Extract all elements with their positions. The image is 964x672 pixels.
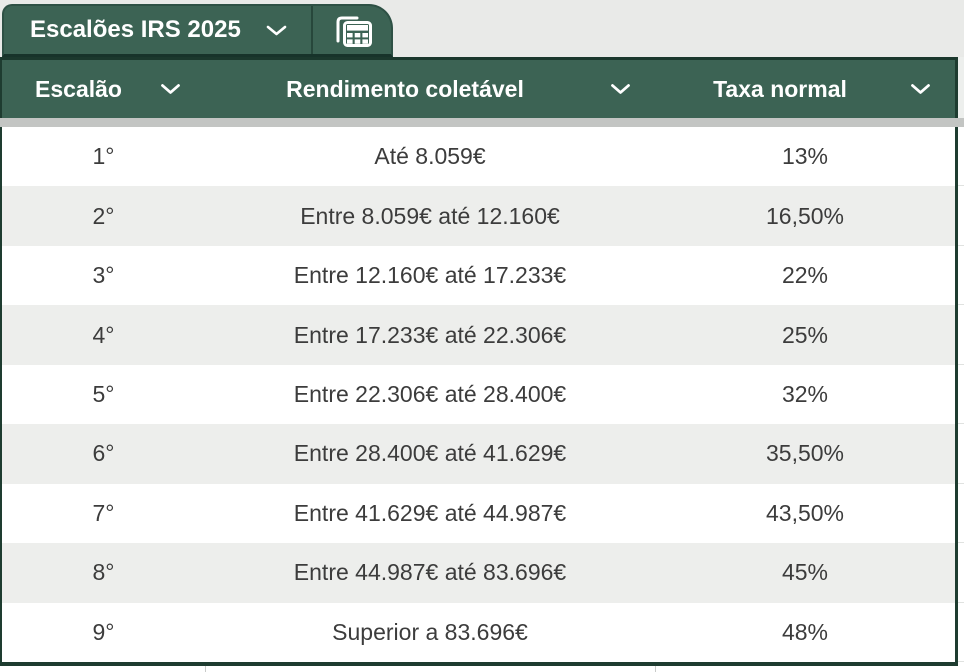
- table-row: 5° Entre 22.306€ até 28.400€ 32%: [2, 364, 955, 425]
- cell-rendimento[interactable]: Entre 44.987€ até 83.696€: [293, 559, 567, 586]
- sheet-column-gridline: [205, 666, 206, 672]
- cell-rendimento[interactable]: Superior a 83.696€: [332, 618, 528, 645]
- table-options-button[interactable]: [313, 6, 391, 54]
- cell-escalao[interactable]: 1°: [92, 143, 115, 170]
- column-header-taxa[interactable]: Taxa normal: [655, 60, 955, 118]
- cell-taxa[interactable]: 13%: [781, 143, 829, 170]
- cell-escalao[interactable]: 5°: [92, 380, 115, 407]
- column-header-label: Rendimento coletável: [286, 75, 524, 102]
- chevron-down-icon[interactable]: [610, 83, 631, 95]
- table-rows: 1° Até 8.059€ 13% 2° Entre 8.059€ até 12…: [0, 127, 958, 662]
- table-row: 7° Entre 41.629€ até 44.987€ 43,50%: [2, 483, 955, 544]
- cell-rendimento[interactable]: Entre 12.160€ até 17.233€: [293, 262, 567, 289]
- cell-rendimento[interactable]: Entre 28.400€ até 41.629€: [293, 440, 567, 467]
- table-icon: [336, 16, 372, 47]
- table-row: 2° Entre 8.059€ até 12.160€ 16,50%: [2, 186, 955, 246]
- table-row: 3° Entre 12.160€ até 17.233€ 22%: [2, 245, 955, 306]
- sheet-gridlines-bottom: [0, 666, 964, 672]
- cell-escalao[interactable]: 2°: [92, 202, 115, 229]
- cell-taxa[interactable]: 43,50%: [765, 499, 844, 526]
- table-row: 6° Entre 28.400€ até 41.629€ 35,50%: [2, 424, 955, 484]
- column-header-label: Taxa normal: [713, 75, 847, 102]
- chevron-down-icon[interactable]: [910, 83, 931, 95]
- cell-escalao[interactable]: 4°: [92, 321, 115, 348]
- cell-escalao[interactable]: 8°: [92, 559, 115, 586]
- cell-taxa[interactable]: 22%: [781, 262, 829, 289]
- column-header-rendimento[interactable]: Rendimento coletável: [205, 60, 655, 118]
- column-header-label: Escalão: [35, 75, 122, 102]
- cell-taxa[interactable]: 48%: [781, 618, 829, 645]
- table-bottom-border: [0, 662, 958, 666]
- cell-rendimento[interactable]: Entre 8.059€ até 12.160€: [300, 202, 560, 229]
- cell-taxa[interactable]: 32%: [781, 380, 829, 407]
- cell-taxa[interactable]: 25%: [781, 321, 829, 348]
- cell-rendimento[interactable]: Até 8.059€: [374, 143, 486, 170]
- column-header-escalao[interactable]: Escalão: [2, 60, 205, 118]
- table-tab-strip: Escalões IRS 2025: [0, 0, 964, 57]
- chevron-down-icon[interactable]: [265, 24, 288, 37]
- header-right-filler: [958, 57, 964, 118]
- table-title-tab[interactable]: Escalões IRS 2025: [2, 4, 393, 57]
- tab-divider: [311, 6, 313, 54]
- chevron-down-icon[interactable]: [160, 83, 181, 95]
- cell-rendimento[interactable]: Entre 41.629€ até 44.987€: [293, 499, 567, 526]
- frozen-row-divider[interactable]: [0, 118, 964, 127]
- cell-taxa[interactable]: 35,50%: [765, 440, 844, 467]
- table-row: 1° Até 8.059€ 13%: [2, 127, 955, 187]
- table-row: 4° Entre 17.233€ até 22.306€ 25%: [2, 305, 955, 365]
- cell-taxa[interactable]: 16,50%: [765, 202, 844, 229]
- cell-rendimento[interactable]: Entre 22.306€ até 28.400€: [293, 380, 567, 407]
- sheet-column-gridline: [655, 666, 656, 672]
- cell-escalao[interactable]: 9°: [92, 618, 115, 645]
- cell-taxa[interactable]: 45%: [781, 559, 829, 586]
- table-title: Escalões IRS 2025: [30, 16, 241, 43]
- sheet-gridlines-right: [958, 127, 964, 662]
- cell-rendimento[interactable]: Entre 17.233€ até 22.306€: [293, 321, 567, 348]
- table-header-row: Escalão Rendimento coletável Taxa normal: [0, 57, 958, 118]
- table-row: 8° Entre 44.987€ até 83.696€ 45%: [2, 543, 955, 603]
- table-body: 1° Até 8.059€ 13% 2° Entre 8.059€ até 12…: [0, 127, 964, 662]
- table-row: 9° Superior a 83.696€ 48%: [2, 602, 955, 662]
- cell-escalao[interactable]: 3°: [92, 262, 115, 289]
- cell-escalao[interactable]: 6°: [92, 440, 115, 467]
- cell-escalao[interactable]: 7°: [92, 499, 115, 526]
- table-header-band: Escalão Rendimento coletável Taxa normal: [0, 57, 964, 118]
